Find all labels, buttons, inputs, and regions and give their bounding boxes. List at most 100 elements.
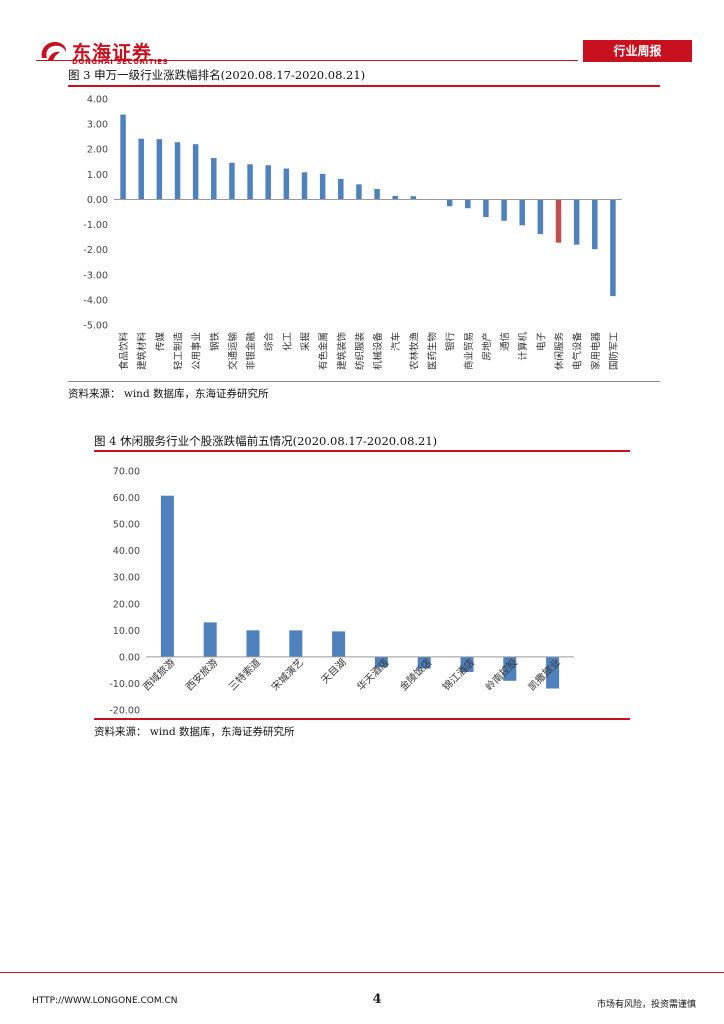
figure3-top-rule (68, 85, 660, 87)
figure3-category-label: 国防军工 (608, 332, 620, 371)
figure3-category-label: 传媒 (154, 332, 166, 352)
figure3-bar (537, 199, 544, 235)
figure4-bar (503, 656, 517, 681)
figure3-y-tick-label: 2.00 (87, 145, 108, 156)
figure3-bar (338, 178, 344, 200)
figure4-y-tick-label: 70.00 (113, 467, 140, 478)
figure4-chart: 70.00 60.00 50.00 40.00 30.00 20.00 10.00 0.00 -… (109, 467, 574, 717)
figure4-y-tick-label: 20.00 (113, 599, 140, 610)
figure3-bottom-rule (68, 381, 660, 382)
figure3-bar (610, 199, 616, 297)
figure3-category-label: 农林牧渔 (408, 332, 420, 371)
figure4-category-label: 金陵饭店 (397, 656, 434, 693)
figure3-bar (229, 162, 235, 200)
figure3-bar (120, 114, 126, 200)
figure3-category-label: 商业贸易 (463, 332, 475, 370)
figure3-y-tick-label: -3.00 (83, 270, 108, 281)
figure4-bar (374, 656, 388, 668)
figure3-y-tick-label: -2.00 (83, 245, 108, 256)
figure3-category-label: 食品饮料 (118, 332, 130, 371)
figure3-y-tick-label: 1.00 (87, 170, 108, 181)
figure4-title: 图 4 休闲服务行业个股涨跌幅前五情况(2020.08.17-2020.08.2… (94, 434, 438, 448)
footer-url: HTTP://WWW.LONGONE.COM.CN (32, 996, 178, 1006)
figure4-bar (246, 630, 260, 657)
figure3-y-tick-label: 0.00 (87, 195, 108, 206)
figure3-bar (156, 139, 163, 200)
figure3-y-tick-label: -5.00 (83, 321, 108, 332)
figure3-category-label: 电气设备 (572, 332, 584, 371)
figure3-category-label: 交通运输 (227, 332, 239, 371)
figure3-bar (555, 199, 562, 243)
figure4-category-label: 华天酒店 (354, 656, 391, 693)
figure4-source: 资料来源： wind 数据库，东海证券研究所 (94, 726, 295, 738)
figure3-bar (573, 199, 580, 245)
figure3-bar (301, 172, 308, 200)
report-type-tag: 行业周报 (583, 40, 692, 62)
figure3-category-label: 电子 (535, 332, 547, 352)
figure3-bar (265, 165, 271, 200)
figure4-y-tick-label: 50.00 (113, 520, 140, 531)
figure3-bar (283, 168, 290, 200)
figure3-category-label: 房地产 (481, 332, 493, 361)
figure3-bar (446, 199, 453, 207)
figure3-y-tick-label: 3.00 (87, 120, 108, 131)
figure3-bar (483, 199, 489, 218)
figure3-bar (392, 195, 398, 200)
figure4-bar (546, 656, 560, 689)
figure3-bar (247, 164, 253, 200)
figure4-bar (160, 495, 174, 657)
figure3-category-label: 建筑装饰 (336, 332, 348, 370)
figure4-y-tick-label: 30.00 (113, 573, 140, 584)
figure3-category-label: 银行 (445, 332, 457, 352)
figure3-bar (356, 184, 362, 200)
figure3-bar (138, 138, 144, 200)
figure4-y-tick-label: 10.00 (113, 626, 140, 637)
company-logo-text: 东海证券 (72, 42, 153, 64)
figure3-category-label: 医药生物 (427, 332, 439, 371)
figure3-bar (319, 173, 326, 200)
figure3-y-tick-label: -4.00 (83, 295, 108, 306)
header-divider (36, 60, 578, 61)
figure3-chart: 4.00 3.00 2.00 1.00 0.00 -1.00 -2.00 -3.00 -4.00… (83, 95, 622, 371)
figure3-bar (374, 188, 380, 200)
footer-disclaimer: 市场有风险，投资需谨慎 (597, 1000, 697, 1010)
figure4-y-tick-label: 60.00 (113, 493, 140, 504)
figure4-category-label: 西安旅游 (183, 656, 220, 693)
figure3-bar (465, 199, 471, 209)
figure3-category-label: 通信 (499, 332, 511, 351)
figure3-y-tick-label: 4.00 (87, 95, 108, 106)
figure4-category-label: 天目湖 (319, 657, 349, 687)
figure4-y-tick-label: 0.00 (119, 652, 140, 663)
figure3-category-label: 休闲服务 (554, 332, 566, 371)
figure4-category-label: 锦江酒店 (440, 656, 477, 693)
figure3-bar (192, 144, 199, 200)
figure4-category-label: 西域旅游 (140, 656, 177, 693)
figure4-bar (289, 630, 303, 657)
figure4-category-label: 三特索道 (226, 656, 263, 693)
figure3-category-label: 采掘 (300, 332, 312, 351)
figure3-category-label: 计算机 (517, 332, 529, 361)
figure3-category-label: 建筑材料 (136, 332, 148, 371)
figure3-category-label: 公用事业 (191, 332, 203, 370)
figure4-y-tick-label: 40.00 (113, 546, 140, 557)
figure3-title: 图 3 申万一级行业涨跌幅排名(2020.08.17-2020.08.21) (68, 68, 366, 82)
figure3-category-label: 轻工制造 (173, 332, 185, 371)
figure3-category-label: 机械设备 (372, 332, 384, 371)
figure3-y-tick-label: -1.00 (83, 220, 108, 231)
figure4-y-tick-label: -10.00 (109, 679, 140, 690)
page-number: 4 (372, 992, 382, 1007)
figure3-category-label: 钢铁 (209, 332, 221, 352)
figure3-bar (211, 158, 217, 200)
figure3-bar (501, 199, 507, 221)
figure3-category-label: 家用电器 (590, 332, 602, 371)
figure4-y-tick-label: -20.00 (109, 706, 140, 717)
figure3-category-label: 汽车 (390, 332, 402, 351)
figure4-bar (417, 656, 431, 669)
figure4-bar (460, 656, 474, 673)
figure3-bar (519, 199, 525, 226)
figure3-source: 资料来源： wind 数据库，东海证券研究所 (68, 388, 269, 400)
figure3-category-label: 非银金融 (245, 332, 257, 371)
dragon-logo-icon (41, 42, 67, 61)
figure3-category-label: 综合 (263, 332, 275, 352)
figure4-category-label: 宋城演艺 (268, 656, 305, 693)
